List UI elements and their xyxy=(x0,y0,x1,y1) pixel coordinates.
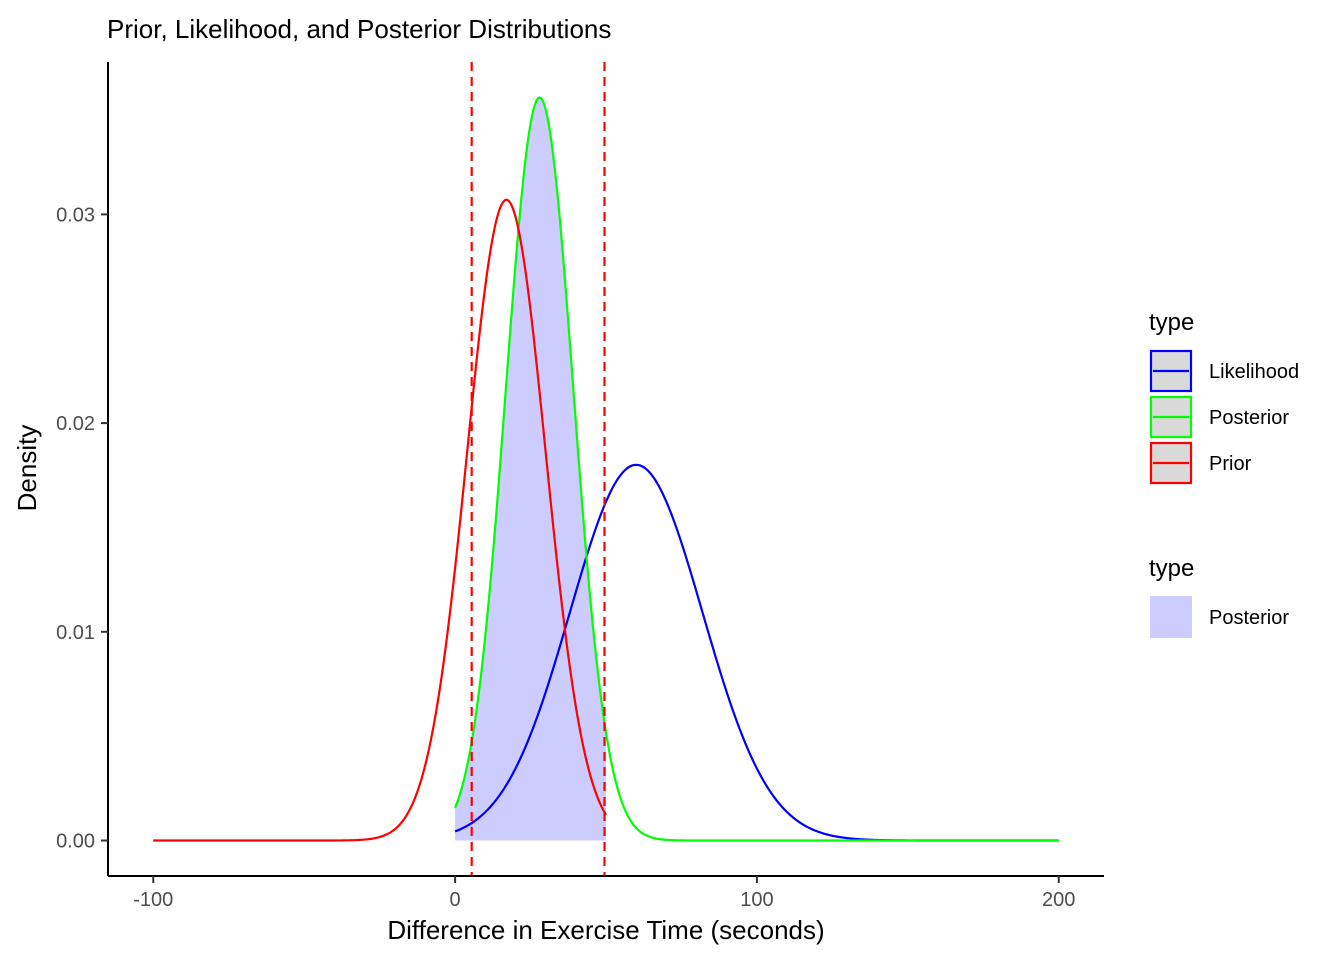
y-axis-ticks: 0.00 0.01 0.02 0.03 xyxy=(56,204,108,853)
credible-interval-lines xyxy=(470,62,606,876)
x-tick-label: 200 xyxy=(1042,889,1075,911)
legend-key xyxy=(1150,596,1192,638)
chart-title: Prior, Likelihood, and Posterior Distrib… xyxy=(107,14,611,44)
x-tick-label: 0 xyxy=(450,889,461,911)
legend-title: type xyxy=(1149,309,1194,336)
x-axis-ticks: -100 0 100 200 xyxy=(133,876,1075,911)
y-tick-label: 0.01 xyxy=(56,622,95,644)
axes: -100 0 100 200 0.00 0.01 0.02 0.03 xyxy=(56,62,1104,911)
x-tick-label: 100 xyxy=(740,889,773,911)
legend-label: Prior xyxy=(1209,453,1252,475)
legend-label: Posterior xyxy=(1209,407,1289,429)
y-tick-label: 0.02 xyxy=(56,413,95,435)
legend-group-2: type Posterior xyxy=(1149,555,1289,638)
legend: type Likelihood Posterior Prior type Posterio… xyxy=(1149,309,1299,638)
x-axis-label: Difference in Exercise Time (seconds) xyxy=(387,915,824,945)
legend-group-1: type Likelihood Posterior Prior xyxy=(1149,309,1299,485)
legend-item-posterior: Posterior xyxy=(1150,596,1289,638)
y-axis-label: Density xyxy=(12,425,42,512)
legend-item-posterior: Posterior xyxy=(1149,395,1289,439)
density-curves xyxy=(153,96,1059,842)
x-tick-label: -100 xyxy=(133,889,173,911)
legend-title: type xyxy=(1149,555,1194,582)
legend-label: Likelihood xyxy=(1209,361,1299,383)
legend-item-prior: Prior xyxy=(1149,441,1252,485)
plot-area xyxy=(153,62,1059,876)
y-tick-label: 0.03 xyxy=(56,204,95,226)
series-prior-line xyxy=(153,198,607,842)
posterior-shaded-area xyxy=(455,97,606,841)
legend-item-likelihood: Likelihood xyxy=(1149,349,1299,393)
y-tick-label: 0.00 xyxy=(56,831,95,853)
series-posterior-line xyxy=(454,96,1059,842)
legend-label: Posterior xyxy=(1209,607,1289,629)
